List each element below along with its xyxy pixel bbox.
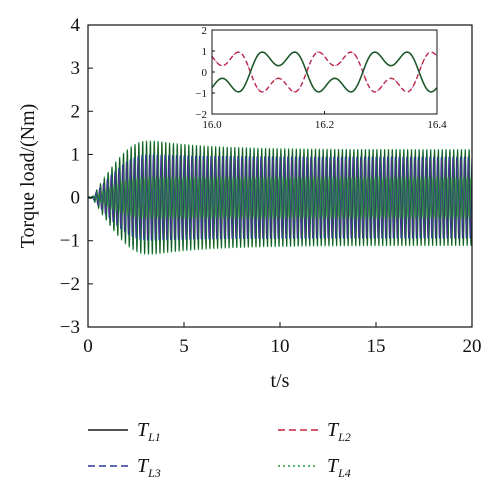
inset-y-tick-label: 1 <box>202 46 208 58</box>
legend-label-subscript: L3 <box>147 466 161 480</box>
x-tick-label: 5 <box>179 336 189 357</box>
legend-label-subscript: L4 <box>337 466 351 480</box>
legend-label-l1: TL1 <box>137 419 161 444</box>
y-tick-label: 4 <box>71 15 81 36</box>
series-line-tl2 <box>87 158 473 237</box>
y-tick-label: 0 <box>71 188 81 209</box>
inset-y-tick-label: −1 <box>195 88 207 100</box>
y-tick-label: −2 <box>60 274 80 295</box>
series-line-tl4-inner <box>87 176 473 219</box>
x-axis-title: t/s <box>271 370 290 392</box>
legend-label-l2: TL2 <box>327 419 351 444</box>
inset-x-tick-label: 16.0 <box>202 119 222 131</box>
inset-data-lines <box>211 51 438 93</box>
legend-label-main: T <box>327 419 340 441</box>
inset-y-tick-label: 0 <box>202 67 208 79</box>
x-tick-label: 20 <box>463 336 482 357</box>
y-tick-label: −1 <box>60 231 80 252</box>
x-tick-label: 10 <box>271 336 290 357</box>
y-axis-title: Torque load/(Nm) <box>17 104 39 249</box>
inset-x-tick-label: 16.4 <box>427 119 447 131</box>
inset-background <box>212 30 437 114</box>
inset-series-tl3 <box>211 51 438 93</box>
legend-label-l3: TL3 <box>137 455 161 480</box>
inset-plot-area: 16.0 16.2 16.4 −2 −1 0 1 2 <box>195 25 447 131</box>
x-tick-label: 15 <box>367 336 386 357</box>
inset-y-tick-label: −2 <box>195 109 207 121</box>
y-tick-label: −3 <box>60 317 80 338</box>
inset-y-ticks: −2 −1 0 1 2 <box>195 25 215 121</box>
inset-x-ticks: 16.0 16.2 16.4 <box>202 111 447 131</box>
legend-label-subscript: L2 <box>337 430 351 444</box>
inset-series-tl4 <box>211 51 438 93</box>
main-x-ticks: 0 5 10 15 20 <box>83 322 482 357</box>
legend-label-main: T <box>137 419 150 441</box>
inset-y-tick-label: 2 <box>202 25 208 37</box>
legend-label-main: T <box>327 455 340 477</box>
x-tick-label: 0 <box>83 336 93 357</box>
legend-label-main: T <box>137 455 150 477</box>
legend-label-subscript: L1 <box>147 430 161 444</box>
y-tick-label: 2 <box>71 101 81 122</box>
y-tick-label: 1 <box>71 144 81 165</box>
inset-x-tick-label: 16.2 <box>315 119 334 131</box>
legend-label-l4: TL4 <box>327 455 351 480</box>
main-y-ticks: −3 −2 −1 0 1 2 3 4 <box>60 15 93 338</box>
main-data-lines <box>87 140 473 255</box>
y-tick-label: 3 <box>71 58 81 79</box>
